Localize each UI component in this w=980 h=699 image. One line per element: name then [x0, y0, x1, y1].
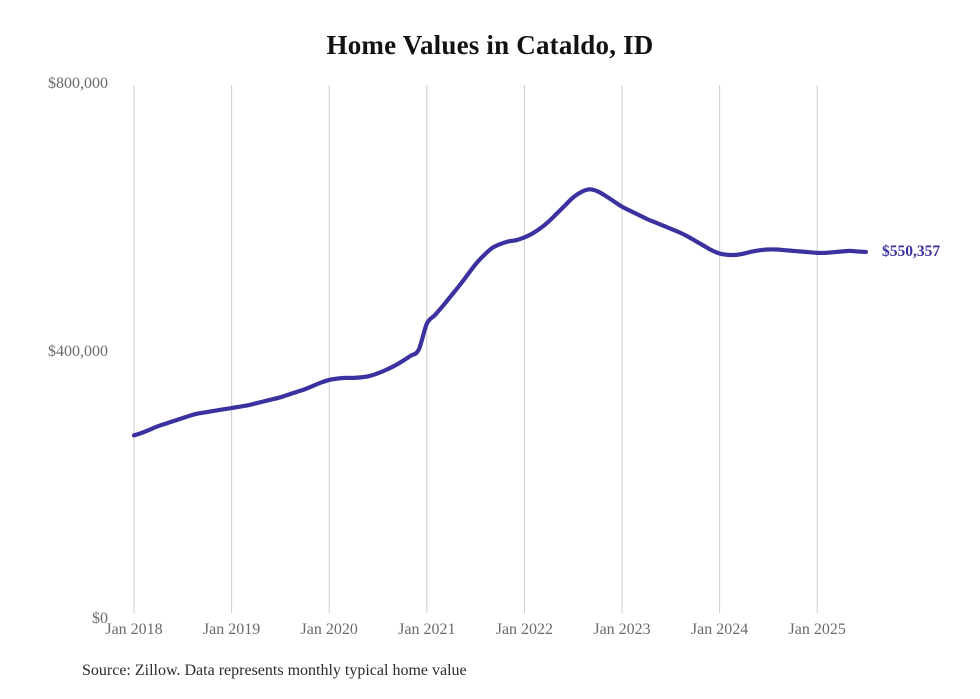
x-tick-label: Jan 2022: [495, 621, 554, 638]
x-tick-label: Jan 2019: [202, 621, 261, 638]
x-tick-label: Jan 2024: [690, 621, 749, 638]
gridlines-group: [133, 85, 818, 613]
y-tick-label: $800,000: [48, 75, 108, 92]
y-tick-label: $400,000: [48, 342, 108, 360]
x-tick-label: Jan 2018: [105, 621, 163, 638]
x-tick-label: Jan 2021: [398, 621, 456, 638]
chart-title: Home Values in Cataldo, ID: [326, 30, 654, 60]
source-note: Source: Zillow. Data represents monthly …: [82, 662, 467, 679]
y-tick-label: $0: [92, 610, 108, 627]
x-tick-label: Jan 2025: [788, 621, 846, 638]
x-tick-label: Jan 2020: [300, 621, 358, 638]
x-tick-label: Jan 2023: [593, 621, 651, 638]
data-series-group: [131, 187, 869, 438]
series-line: [131, 187, 869, 438]
end-value-label: $550,357: [882, 242, 941, 260]
